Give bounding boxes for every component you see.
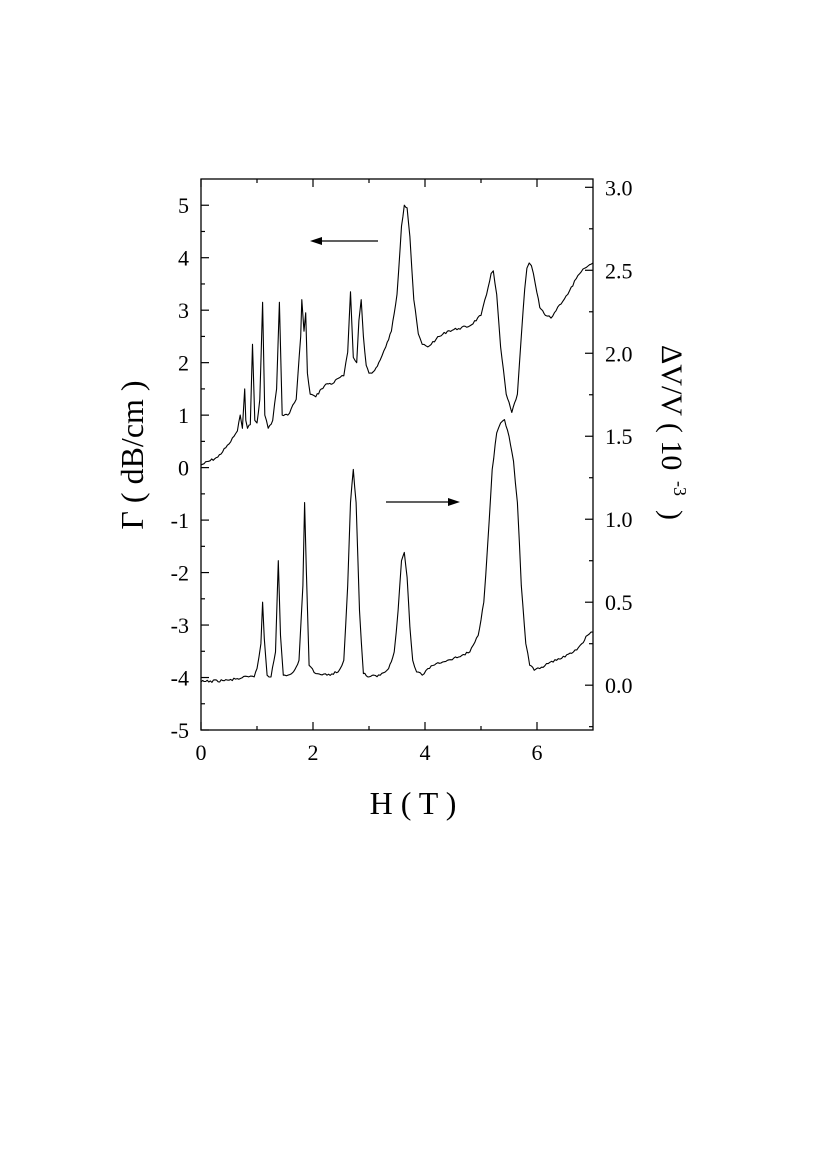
y-right-tick-label: 1.0: [605, 507, 633, 532]
y-left-tick-label: 3: [178, 298, 189, 323]
right-y-axis-title-exponent: -3: [670, 481, 690, 496]
right-y-axis-title-main: ΔV/V ( 10: [655, 345, 688, 470]
y-left-tick-label: 1: [178, 403, 189, 428]
left-y-axis-title: Γ ( dB/cm ): [114, 380, 150, 529]
right-y-axis-title-close: ): [655, 510, 688, 520]
left-arrow-head: [310, 237, 322, 245]
x-axis-title: H ( T ): [370, 785, 457, 821]
y-left-tick-label: -5: [171, 718, 189, 743]
y-left-tick-label: -2: [171, 561, 189, 586]
y-right-tick-label: 2.5: [605, 258, 633, 283]
y-left-tick-label: -4: [171, 666, 189, 691]
right-arrow-head: [448, 498, 460, 506]
y-left-tick-label: 5: [178, 193, 189, 218]
x-tick-label: 6: [532, 740, 543, 765]
right-y-axis-title: ΔV/V ( 10 -3 ): [655, 345, 690, 520]
y-right-tick-label: 0.5: [605, 590, 633, 615]
y-right-tick-label: 0.0: [605, 673, 633, 698]
y-left-tick-label: 4: [178, 246, 189, 271]
y-left-tick-label: 0: [178, 456, 189, 481]
y-right-tick-label: 1.5: [605, 424, 633, 449]
y-right-tick-label: 2.0: [605, 341, 633, 366]
velocity-series-line: [200, 419, 594, 683]
series-layer: [200, 204, 594, 683]
x-tick-label: 2: [308, 740, 319, 765]
left-arrow-annotation: [310, 237, 378, 245]
y-left-tick-label: -3: [171, 613, 189, 638]
y-right-tick-label: 3.0: [605, 175, 633, 200]
ticks-layer: 0 2 4 6 5 4 3 2 1 0 -1 -2 -3 -4 -5 3.0 2.5 2.0 1.5 1.0 0.5 0.…: [171, 175, 633, 765]
plot-frame: [200, 178, 594, 731]
y-left-tick-label: -1: [171, 508, 189, 533]
attenuation-series-line: [200, 204, 594, 466]
x-tick-label: 0: [196, 740, 207, 765]
right-arrow-annotation: [386, 498, 460, 506]
x-tick-label: 4: [420, 740, 431, 765]
y-left-tick-label: 2: [178, 351, 189, 376]
